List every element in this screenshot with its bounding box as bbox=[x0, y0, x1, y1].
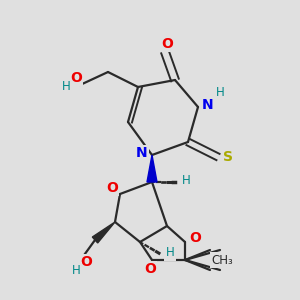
Text: S: S bbox=[223, 150, 233, 164]
Text: H: H bbox=[72, 263, 80, 277]
Text: O: O bbox=[161, 37, 173, 51]
Text: N: N bbox=[136, 146, 148, 160]
Text: O: O bbox=[70, 71, 82, 85]
Polygon shape bbox=[92, 222, 115, 243]
Text: H: H bbox=[182, 173, 190, 187]
Text: O: O bbox=[189, 231, 201, 245]
Polygon shape bbox=[147, 155, 157, 182]
Text: O: O bbox=[80, 255, 92, 269]
Text: N: N bbox=[202, 98, 214, 112]
Text: H: H bbox=[166, 247, 174, 260]
Text: H: H bbox=[61, 80, 70, 94]
Text: CH₃: CH₃ bbox=[211, 254, 233, 266]
Text: H: H bbox=[216, 86, 224, 100]
Text: O: O bbox=[144, 262, 156, 276]
Text: O: O bbox=[106, 181, 118, 195]
